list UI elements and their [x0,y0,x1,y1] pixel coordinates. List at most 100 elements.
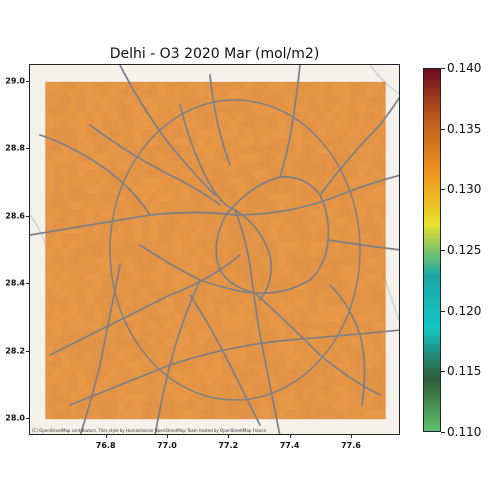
ozone-raster-cell [45,281,54,290]
ozone-raster-cell [197,297,206,306]
ozone-raster-cell [197,113,206,122]
ozone-raster-cell [269,225,278,234]
ozone-raster-cell [69,169,78,178]
ozone-raster-cell [365,345,374,354]
ozone-raster-cell [237,241,246,250]
ozone-raster-cell [189,297,198,306]
ozone-raster-cell [93,169,102,178]
ozone-raster-cell [181,97,190,106]
ozone-raster-cell [269,177,278,186]
ozone-raster-cell [93,145,102,154]
ozone-raster-cell [293,249,302,258]
road [319,96,399,196]
ozone-raster-cell [253,369,262,378]
ozone-raster-cell [149,113,158,122]
ozone-raster-cell [285,281,294,290]
ozone-raster-cell [373,417,382,420]
colorbar-tick-mark [441,432,445,433]
ozone-raster-cell [165,289,174,298]
ozone-raster-cell [173,97,182,106]
ozone-raster-cell [285,105,294,114]
ozone-raster-cell [157,225,166,234]
ozone-raster-cell [213,353,222,362]
ozone-raster-cell [357,249,366,258]
ozone-raster-cell [149,289,158,298]
x-tick-mark [105,435,107,438]
ozone-raster-cell [117,265,126,274]
ozone-raster-cell [317,105,326,114]
ozone-raster-cell [53,97,62,106]
ozone-raster-cell [365,377,374,386]
ozone-raster-cell [357,89,366,98]
ozone-raster-cell [173,81,182,90]
colorbar-tick-mark [441,310,445,312]
ozone-raster-cell [237,89,246,98]
ozone-raster-cell [205,121,214,130]
ozone-raster-cell [141,217,150,226]
ozone-raster-cell [165,385,174,394]
road-network-layer [30,65,399,434]
ozone-raster-cell [93,209,102,218]
ozone-raster-cell [253,305,262,314]
ozone-raster-cell [285,121,294,130]
ozone-raster-cell [221,313,230,322]
ozone-raster-cell [333,273,342,282]
ozone-raster-cell [213,369,222,378]
ozone-raster-cell [125,129,134,138]
ozone-raster-cell [101,329,110,338]
ozone-raster-cell [373,193,382,202]
ozone-raster-cell [245,241,254,250]
ozone-raster-cell [157,393,166,402]
ozone-raster-cell [277,289,286,298]
ozone-raster-cell [117,89,126,98]
ozone-raster-cell [261,305,270,314]
ozone-raster-cell [101,409,110,418]
ozone-raster-cell [61,281,70,290]
ozone-raster-cell [253,193,262,202]
ozone-raster-cell [341,241,350,250]
ozone-raster-cell [277,137,286,146]
ozone-raster-cell [357,385,366,394]
ozone-raster-cell [245,337,254,346]
ozone-raster-cell [149,193,158,202]
ozone-raster-cell [229,241,238,250]
ozone-raster-cell [181,129,190,138]
ozone-raster-cell [93,257,102,266]
ozone-raster-cell [245,265,254,274]
ozone-raster-cell [85,225,94,234]
ozone-raster-cell [285,233,294,242]
ozone-raster-cell [141,313,150,322]
ozone-raster-cell [181,257,190,266]
ozone-raster-cell [237,153,246,162]
ozone-raster-cell [237,393,246,402]
ozone-raster-cell [101,265,110,274]
ozone-raster-cell [165,97,174,106]
ozone-raster-cell [45,161,54,170]
ozone-raster-cell [253,329,262,338]
ozone-raster-cell [69,313,78,322]
ozone-raster-cell [101,289,110,298]
ozone-raster-cell [333,209,342,218]
colorbar-tick-mark [441,189,445,191]
ozone-raster-cell [349,249,358,258]
ozone-raster-cell [325,385,334,394]
ozone-raster-cell [77,153,86,162]
ozone-raster-cell [141,265,150,274]
ozone-raster-cell [245,329,254,338]
ozone-raster-cell [69,337,78,346]
map-plot-area[interactable]: (C) OpenStreetMap contributors, Tiles st… [29,64,400,435]
ozone-raster-cell [45,185,54,194]
ozone-raster-cell [213,273,222,282]
ozone-raster-cell [357,161,366,170]
ozone-raster-cell [285,193,294,202]
ozone-raster-cell [69,193,78,202]
ozone-raster-cell [293,105,302,114]
ozone-raster-cell [93,217,102,226]
ozone-raster-cell [333,369,342,378]
ozone-raster-cell [61,345,70,354]
ozone-raster-cell [149,281,158,290]
ozone-raster-cell [301,81,310,90]
ozone-raster-cell [365,233,374,242]
ozone-raster-cell [77,361,86,370]
ozone-raster-cell [101,185,110,194]
